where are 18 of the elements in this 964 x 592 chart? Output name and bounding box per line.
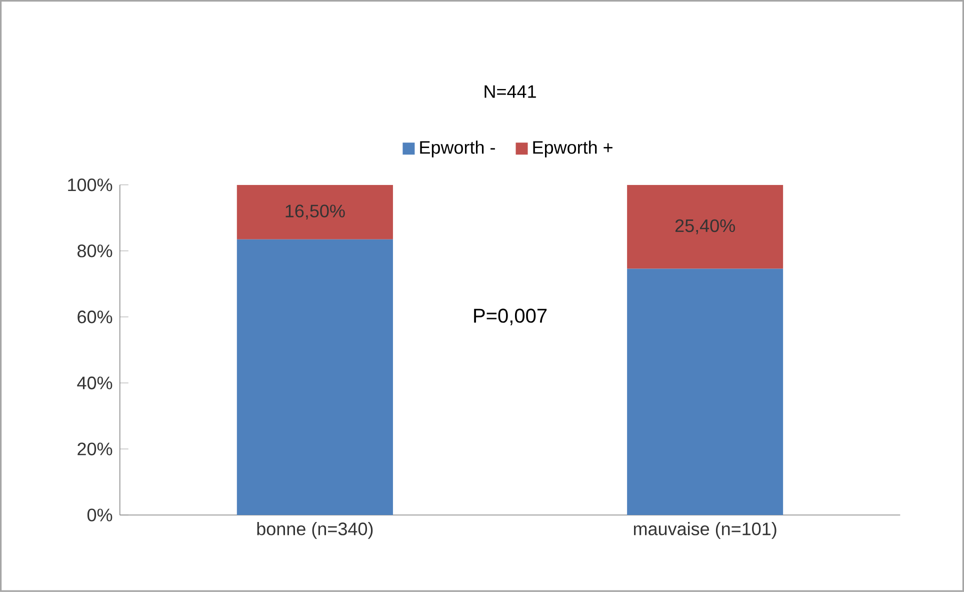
bar bbox=[627, 184, 784, 269]
x-tick-label: mauvaise (n=101) bbox=[634, 522, 776, 539]
data-label: 25,40% bbox=[675, 219, 735, 234]
bar bbox=[236, 184, 393, 240]
y-tick-label: 40% bbox=[77, 376, 112, 390]
bar bbox=[236, 239, 393, 516]
bar bbox=[627, 268, 784, 516]
y-tick-label: 100% bbox=[68, 178, 112, 192]
y-tick-label: 20% bbox=[78, 442, 112, 456]
y-tick-label: 0% bbox=[87, 508, 112, 522]
legend-label: Epworth + bbox=[533, 140, 612, 158]
x-tick-label: bonne (n=340) bbox=[257, 522, 373, 539]
chart-title: N=441 bbox=[484, 85, 536, 98]
y-tick-label: 80% bbox=[78, 244, 112, 258]
legend-label: Epworth - bbox=[420, 140, 495, 158]
y-tick-label: 60% bbox=[78, 310, 112, 324]
annotation: P=0,007 bbox=[474, 308, 547, 326]
data-label: 16,50% bbox=[286, 204, 345, 220]
